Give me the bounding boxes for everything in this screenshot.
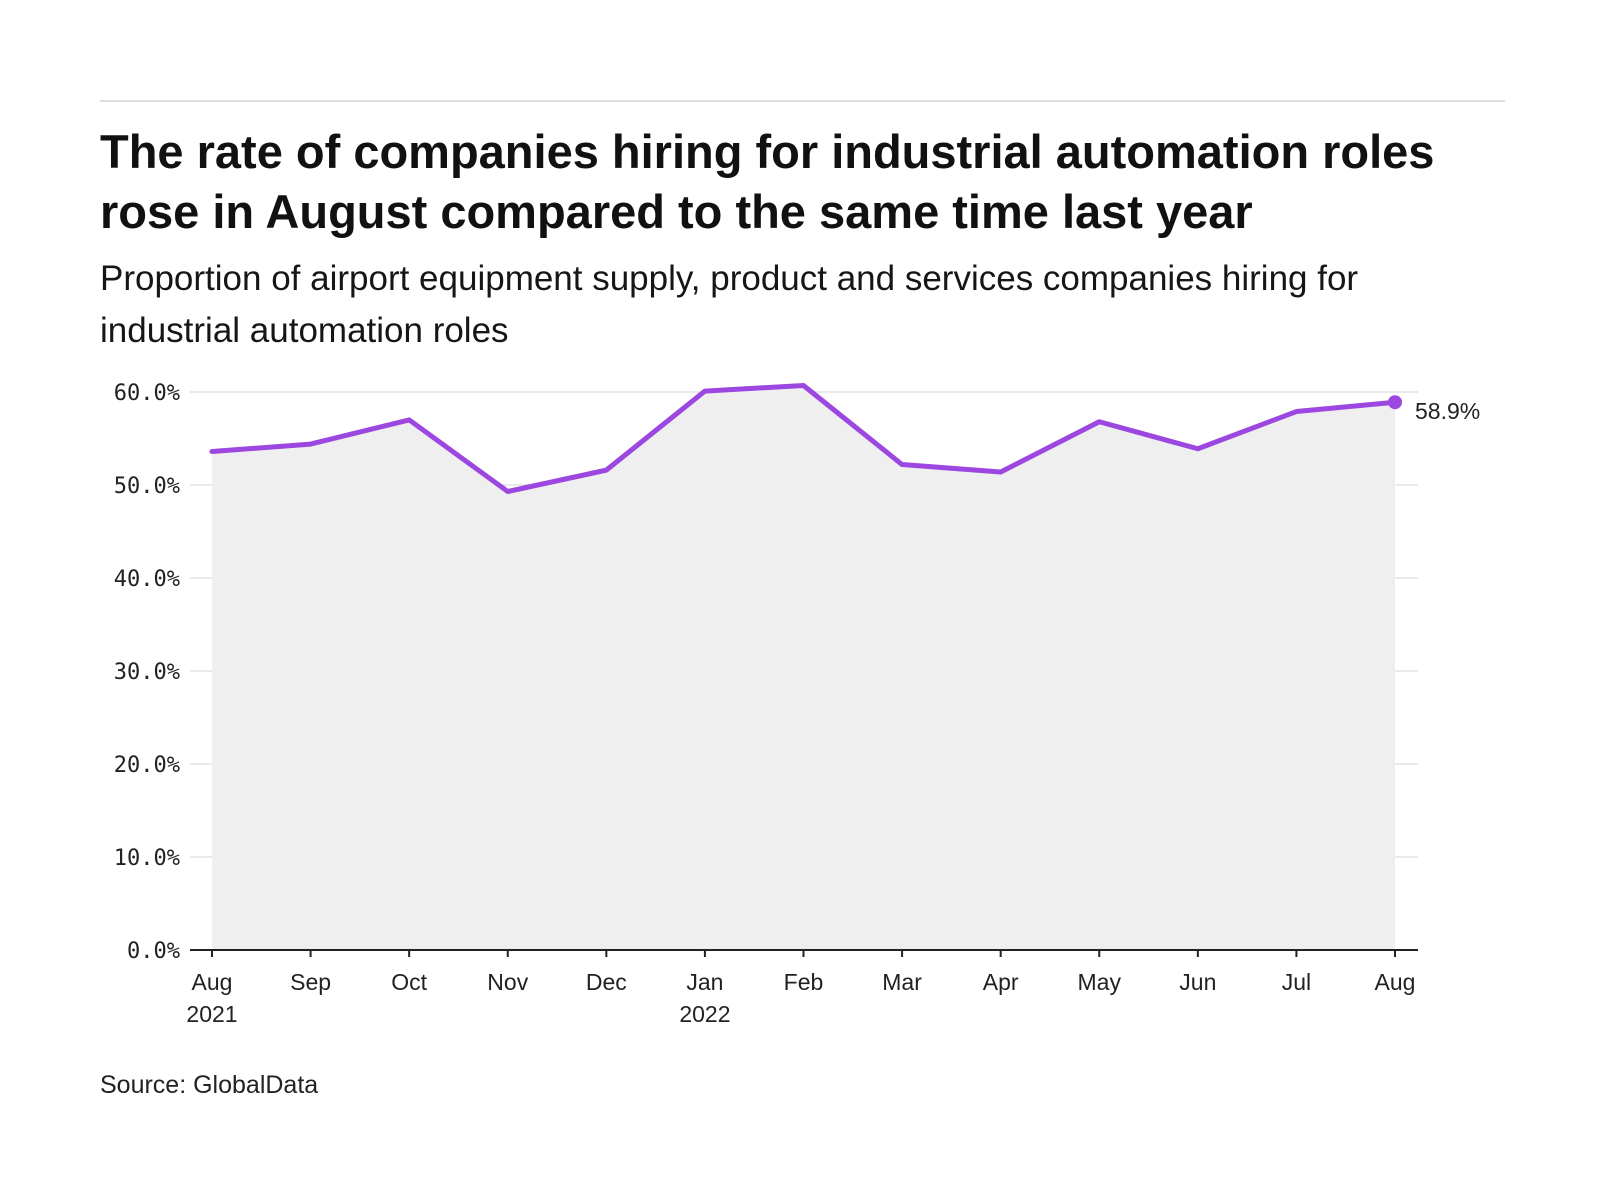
y-tick-label: 40.0% — [114, 567, 180, 592]
x-tick-label: Jul — [1282, 969, 1311, 995]
y-tick-label: 60.0% — [114, 381, 180, 406]
x-tick-label: Feb — [784, 969, 824, 995]
x-tick-label: Dec — [586, 969, 627, 995]
y-tick-label: 10.0% — [114, 846, 180, 871]
data-labels: 58.9% — [1415, 398, 1480, 424]
last-point-marker — [1388, 395, 1402, 410]
x-tick-label: Aug — [192, 969, 233, 995]
x-tick-label: Nov — [487, 969, 528, 995]
x-axis-tick-labels: Aug 2021 Sep Oct Nov Dec Jan 2022 Feb Mar Apr May Ju… — [186, 969, 1415, 1027]
area-fill — [212, 385, 1395, 950]
y-tick-label: 20.0% — [114, 753, 180, 778]
top-rule — [100, 100, 1505, 102]
end-value-label: 58.9% — [1415, 398, 1480, 424]
x-tick-label: Oct — [391, 969, 427, 995]
y-tick-label: 50.0% — [114, 474, 180, 499]
x-tick-label: May — [1078, 969, 1122, 995]
area-fill-path — [212, 385, 1395, 950]
x-tick-label: Mar — [882, 969, 922, 995]
x-axis — [190, 949, 1418, 957]
y-tick-label: 30.0% — [114, 660, 180, 685]
x-tick-label: Aug — [1375, 969, 1416, 995]
chart-title: The rate of companies hiring for industr… — [100, 125, 1435, 238]
x-tick-label: Jun — [1179, 969, 1216, 995]
y-axis-tick-labels: 0.0% 10.0% 20.0% 30.0% 40.0% 50.0% 60.0% — [114, 381, 180, 964]
series-line — [209, 382, 1402, 495]
x-tick-label: 2021 — [186, 1001, 237, 1027]
x-tick-label: 2022 — [679, 1001, 730, 1027]
x-tick-label: Apr — [983, 969, 1019, 995]
series-line-path — [209, 382, 1398, 495]
x-tick-label: Jan — [686, 969, 723, 995]
source-note: Source: GlobalData — [100, 1071, 319, 1099]
chart-subtitle: Proportion of airport equipment supply, … — [100, 259, 1359, 350]
x-tick-label: Sep — [290, 969, 331, 995]
y-tick-label: 0.0% — [127, 939, 180, 964]
